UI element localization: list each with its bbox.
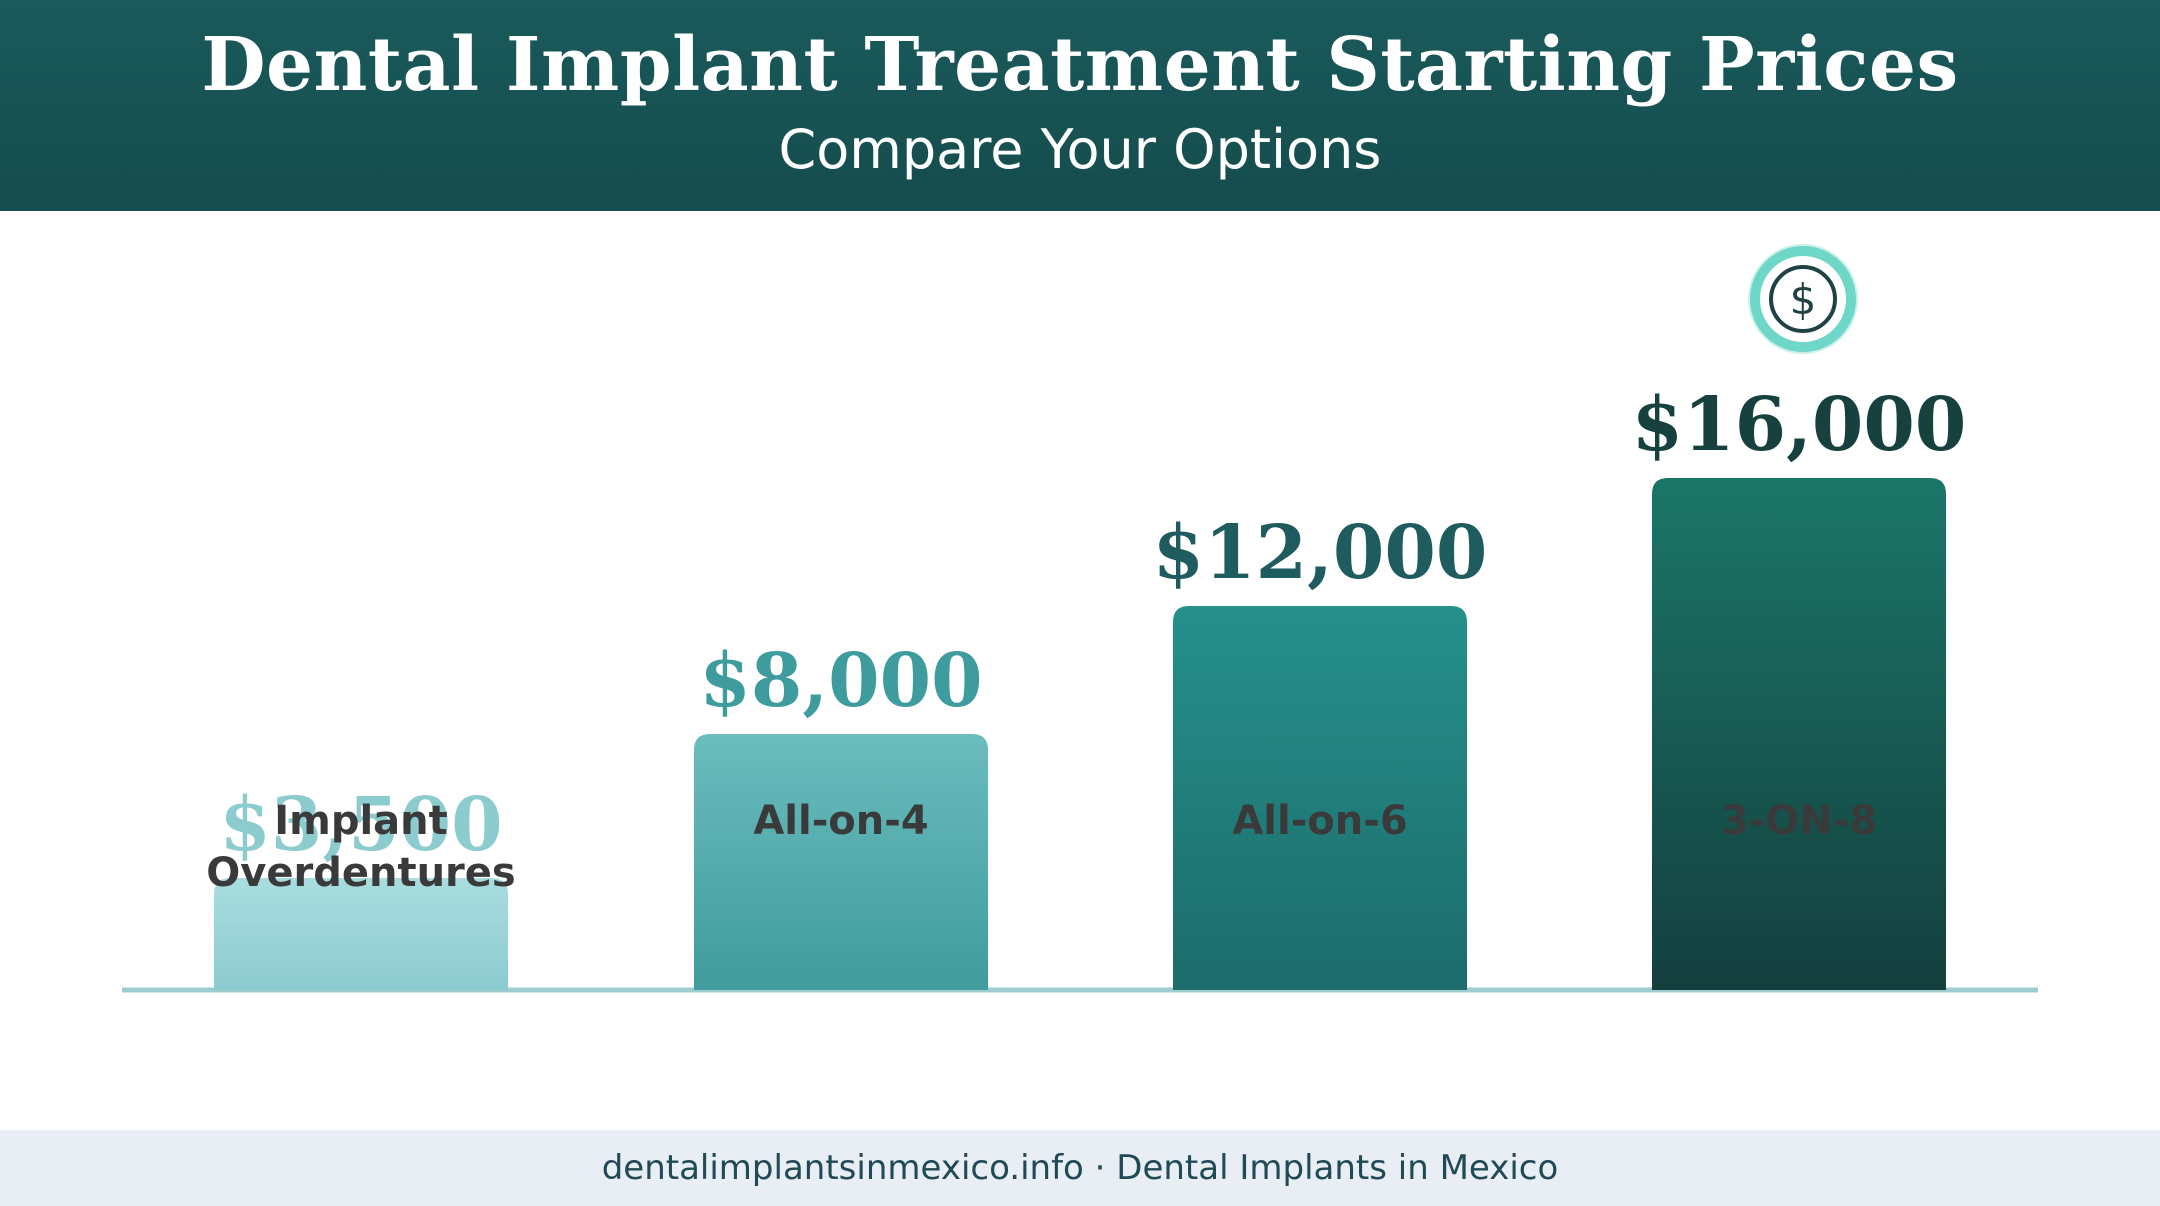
bar-1 bbox=[694, 734, 988, 990]
bar-2 bbox=[1173, 606, 1467, 990]
category-label-0-0: Implant bbox=[274, 798, 448, 844]
value-label-2: $12,000 bbox=[1153, 510, 1488, 596]
value-label-0: $3,500 bbox=[219, 782, 502, 868]
dollar-glyph: $ bbox=[1790, 275, 1817, 324]
footer-text: dentalimplantsinmexico.info · Dental Imp… bbox=[601, 1148, 1559, 1188]
dollar-icon-inner-ring bbox=[1769, 265, 1837, 333]
category-label-2-0: All-on-6 bbox=[1232, 798, 1407, 844]
footer-bar: dentalimplantsinmexico.info · Dental Imp… bbox=[0, 1130, 2160, 1206]
bar-0 bbox=[214, 878, 508, 990]
bar-3 bbox=[1652, 478, 1946, 990]
category-label-3-0: 3-ON-8 bbox=[1721, 798, 1877, 844]
value-label-3: $16,000 bbox=[1632, 382, 1967, 468]
header-banner: Dental Implant Treatment Starting Prices… bbox=[0, 0, 2160, 211]
category-label-0-1: Overdentures bbox=[206, 850, 515, 896]
value-label-1: $8,000 bbox=[699, 638, 982, 724]
dollar-circle-icon: $ bbox=[1748, 244, 1858, 354]
category-label-1-0: All-on-4 bbox=[753, 798, 928, 844]
chart-title: Dental Implant Treatment Starting Prices bbox=[201, 22, 1959, 108]
chart-subtitle: Compare Your Options bbox=[778, 118, 1382, 181]
